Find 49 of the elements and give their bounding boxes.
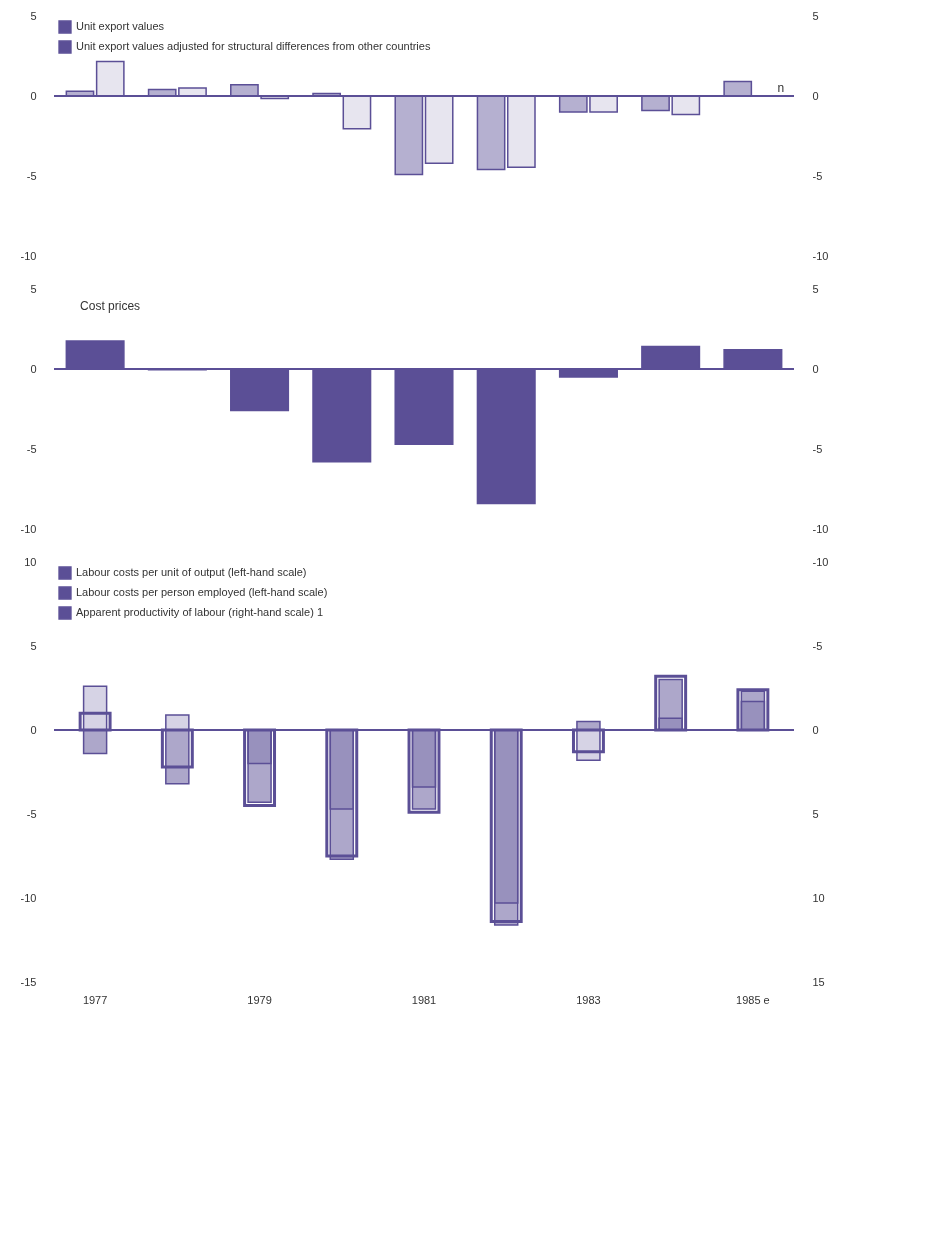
bar — [342, 95, 372, 130]
y2-tick-label: 5 — [812, 282, 819, 295]
y-tick-label: 10 — [24, 555, 37, 568]
bar — [506, 95, 536, 168]
bar — [558, 95, 588, 113]
x-tick-label: 1977 — [82, 993, 108, 1006]
text: Cost prices — [80, 299, 141, 313]
y2-tick-label: 5 — [812, 9, 819, 22]
y-tick-label: -5 — [26, 807, 37, 820]
y-tick-label: -15 — [20, 975, 37, 988]
y-tick-label: -10 — [20, 522, 37, 535]
y2-tick-label: 0 — [812, 89, 819, 102]
y-tick-label: 5 — [30, 639, 37, 652]
legend-label: Labour costs per unit of output (left-hand scale) — [76, 566, 307, 578]
legend-label: Apparent productivity of labour (right-hand scale) 1 — [76, 606, 324, 618]
y2-tick-label: -10 — [812, 522, 829, 535]
x-tick-label: 1983 — [576, 993, 601, 1006]
y2-tick-label: -5 — [812, 639, 823, 652]
x-tick-label: 1981 — [411, 993, 437, 1006]
legend-label: Unit export values — [76, 20, 165, 32]
bar — [95, 60, 125, 97]
y2-tick-label: 5 — [812, 807, 819, 820]
y-tick-label: 0 — [30, 362, 37, 375]
legend-label: Unit export values adjusted for structural differences from other countries — [76, 40, 431, 52]
y-tick-label: 0 — [30, 89, 37, 102]
y2-tick-label: 15 — [812, 975, 825, 988]
y2-tick-label: 10 — [812, 891, 825, 904]
y-tick-label: -5 — [26, 169, 37, 182]
y2-tick-label: -5 — [812, 169, 823, 182]
y2-tick-label: -10 — [812, 555, 829, 568]
x-tick-label: 1979 — [247, 993, 272, 1006]
y-tick-label: 5 — [30, 282, 37, 295]
y2-tick-label: 0 — [812, 723, 819, 736]
bar — [476, 95, 506, 171]
y2-tick-label: 0 — [812, 362, 819, 375]
bar — [671, 95, 701, 116]
bar — [424, 95, 454, 164]
y-tick-label: 0 — [30, 723, 37, 736]
y-tick-label: 5 — [30, 9, 37, 22]
annotation: n — [777, 81, 785, 95]
legend-label: Labour costs per person employed (left-hand scale) — [76, 586, 328, 598]
y2-tick-label: -5 — [812, 442, 823, 455]
y-tick-label: -5 — [26, 442, 37, 455]
bar — [589, 95, 618, 113]
y2-tick-label: -10 — [812, 249, 829, 262]
y-tick-label: -10 — [20, 249, 37, 262]
x-tick-label: 1985 e — [736, 993, 770, 1006]
y-tick-label: -10 — [20, 891, 37, 904]
bar — [394, 95, 424, 176]
